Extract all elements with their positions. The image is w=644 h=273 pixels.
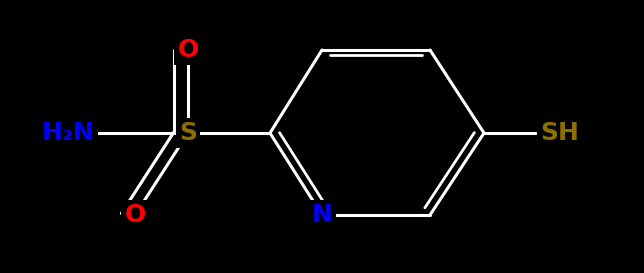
Text: SH: SH	[540, 121, 580, 145]
Text: N: N	[312, 203, 332, 227]
Text: O: O	[124, 203, 146, 227]
Text: S: S	[179, 121, 197, 145]
Text: H₂N: H₂N	[42, 121, 95, 145]
Text: O: O	[177, 38, 198, 62]
